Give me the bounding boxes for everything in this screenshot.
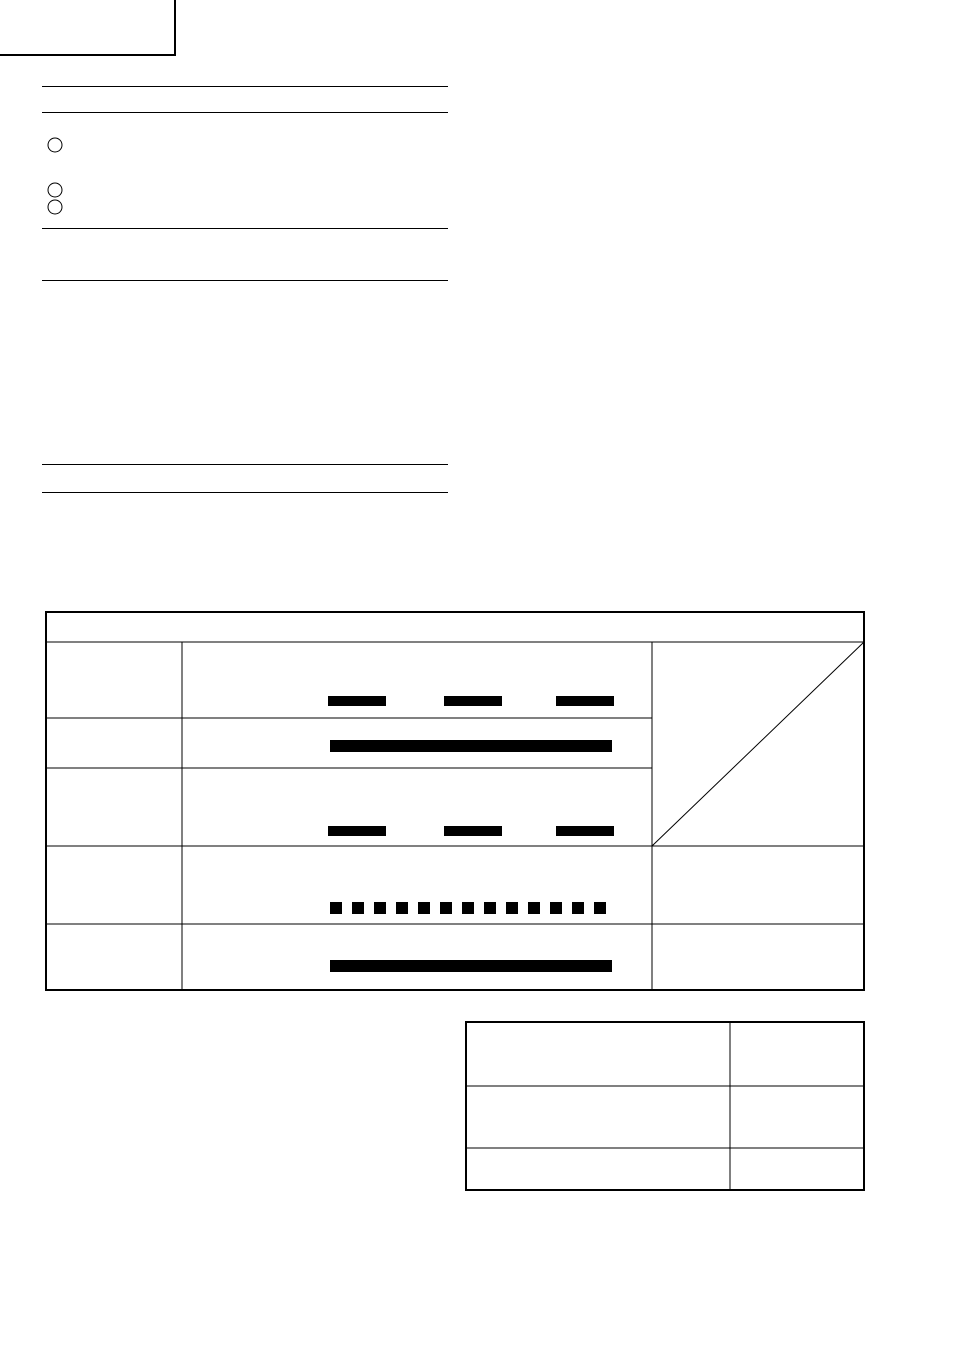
small-table <box>0 0 954 1352</box>
small-table-border <box>466 1022 864 1190</box>
